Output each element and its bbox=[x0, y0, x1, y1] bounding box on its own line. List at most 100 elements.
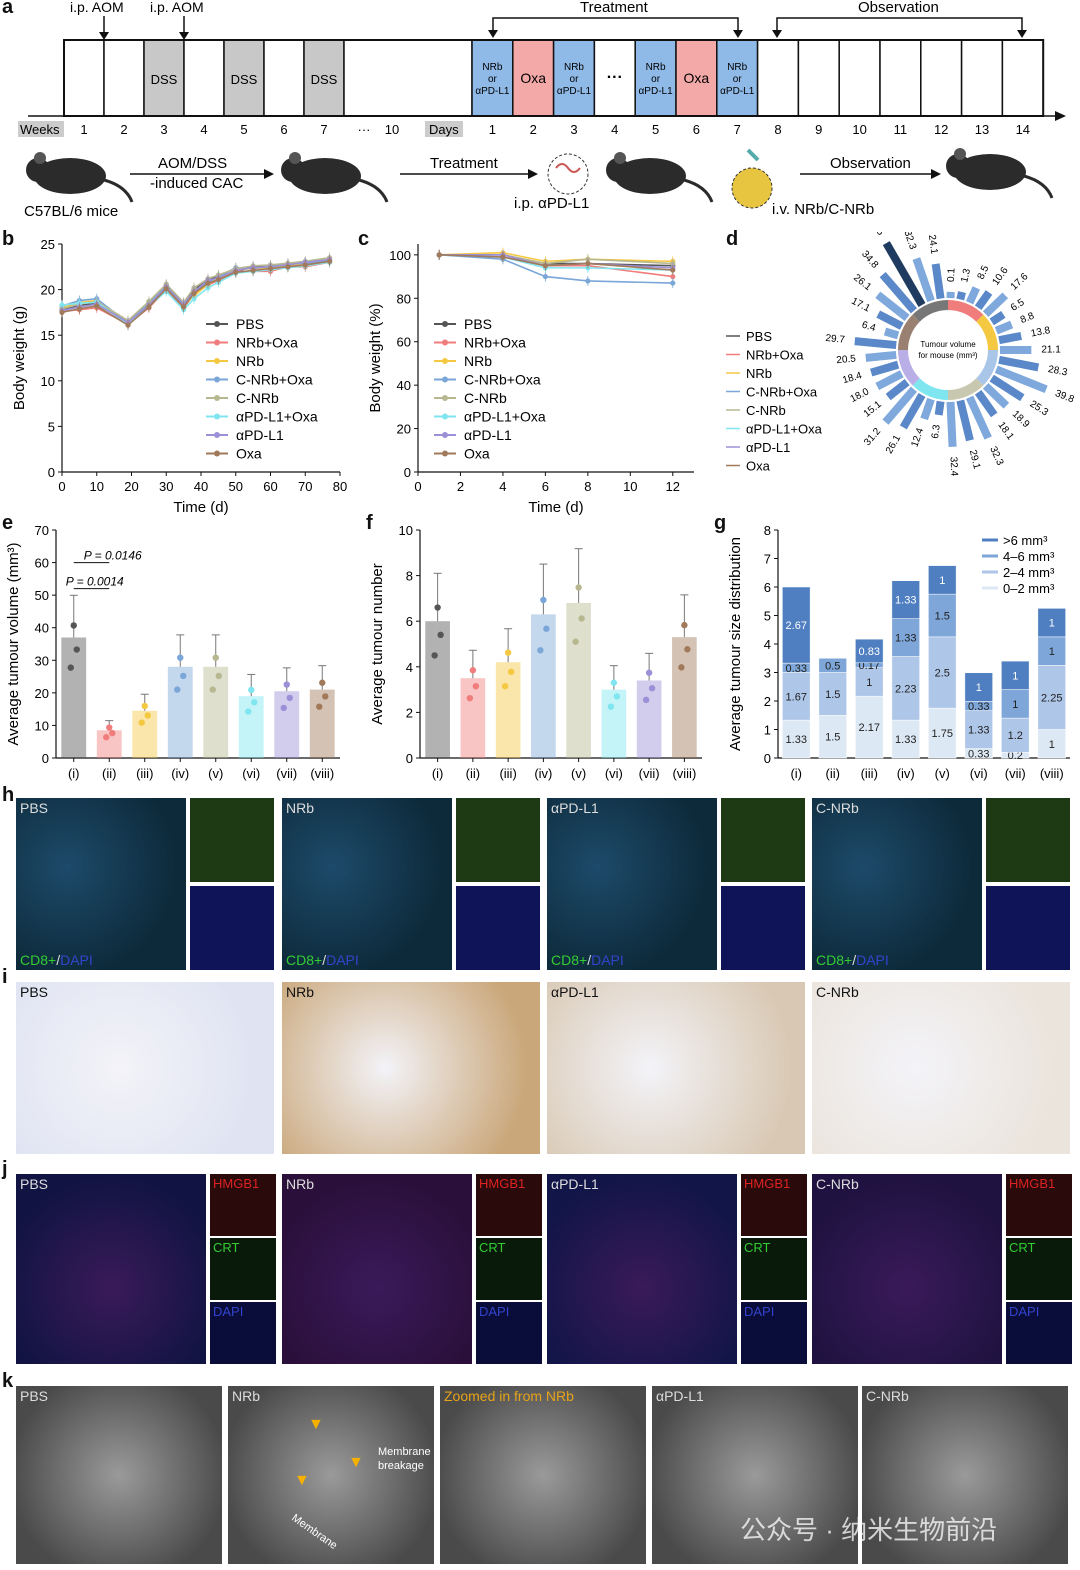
x-tick-label: (i) bbox=[68, 766, 80, 781]
y-tick-label: 2 bbox=[764, 694, 771, 709]
segment-label: 2.17 bbox=[859, 722, 880, 734]
legend-marker bbox=[214, 321, 220, 327]
channel-image: DAPI bbox=[1006, 1302, 1072, 1364]
legend-label: C-NRb bbox=[746, 403, 786, 418]
dots-text: ··· bbox=[607, 69, 623, 86]
radial-label: 8.8 bbox=[1019, 310, 1036, 326]
stacked-segment bbox=[1037, 608, 1066, 638]
x-tick-label: (vi) bbox=[970, 766, 988, 781]
bar bbox=[274, 691, 300, 758]
replicate-dot bbox=[209, 686, 216, 693]
x-axis-label: Time (d) bbox=[528, 499, 583, 516]
y-tick-label: 15 bbox=[41, 328, 55, 343]
replicate-dot bbox=[283, 681, 290, 688]
image-tag: C-NRb bbox=[816, 984, 859, 1000]
replicate-dot bbox=[507, 668, 515, 676]
x-tick-label: 80 bbox=[333, 479, 347, 494]
segment-label: 1.67 bbox=[786, 691, 807, 703]
radial-label: 17.6 bbox=[1009, 271, 1031, 293]
radial-bar bbox=[956, 399, 974, 442]
legend-marker bbox=[214, 432, 220, 438]
image-tag: αPD-L1 bbox=[656, 1388, 704, 1404]
y-tick-label: 10 bbox=[399, 523, 413, 538]
data-point bbox=[302, 262, 308, 268]
y-tick-label: 20 bbox=[41, 283, 55, 298]
radial-bar bbox=[974, 290, 993, 310]
cd8-channel-image bbox=[721, 798, 805, 882]
stacked-segment bbox=[855, 695, 884, 759]
data-point bbox=[670, 273, 676, 280]
stacked-segment bbox=[928, 565, 957, 595]
week-tick: 6 bbox=[280, 122, 287, 137]
segment-label: 1 bbox=[1049, 739, 1055, 751]
dss-label: DSS bbox=[231, 72, 258, 87]
data-point bbox=[163, 286, 169, 292]
segment-label: 1 bbox=[1012, 699, 1018, 711]
segment-label: 1.2 bbox=[1008, 730, 1023, 742]
radial-bar bbox=[899, 393, 926, 430]
image-tag: C-NRb bbox=[866, 1388, 909, 1404]
day-cell bbox=[1001, 39, 1044, 117]
stacked-segment bbox=[891, 719, 920, 759]
channel-tag: HMGB1 bbox=[1009, 1176, 1056, 1191]
legend-marker bbox=[442, 376, 448, 383]
segment-label: 1 bbox=[866, 677, 872, 689]
segment-label: 2.67 bbox=[786, 620, 807, 632]
radial-label: 32.3 bbox=[987, 445, 1005, 468]
x-tick-label: 12 bbox=[666, 479, 680, 494]
radial-label: 54.5 bbox=[867, 232, 886, 238]
legend-label: αPD-L1 bbox=[746, 440, 790, 455]
segment-label: 1 bbox=[976, 682, 982, 694]
radial-bar bbox=[882, 241, 926, 307]
data-point bbox=[205, 280, 211, 286]
hmgb1-crt-merged-image: αPD-L1 bbox=[547, 1174, 737, 1364]
x-tick-label: (iii) bbox=[136, 766, 153, 781]
center-label: Tumour volume bbox=[920, 340, 976, 349]
legend-label: NRb+Oxa bbox=[464, 335, 526, 351]
aom2-label: i.p. AOM bbox=[150, 0, 204, 15]
y-tick-label: 6 bbox=[764, 580, 771, 595]
legend-label: 0–2 mm³ bbox=[1003, 581, 1055, 596]
radial-label: 21.1 bbox=[1041, 345, 1061, 356]
annotation-label: Membrane bbox=[378, 1446, 431, 1458]
y-tick-label: 30 bbox=[35, 653, 49, 668]
cd8-channel-image bbox=[986, 798, 1070, 882]
stacked-segment bbox=[1001, 689, 1030, 719]
series-line bbox=[61, 256, 330, 322]
channel-image: CRT bbox=[210, 1238, 276, 1300]
x-tick-label: (i) bbox=[790, 766, 802, 781]
y-tick-label: 5 bbox=[48, 419, 55, 434]
nrb-cell-text: or bbox=[570, 74, 580, 85]
x-tick-label: (v) bbox=[571, 766, 586, 781]
x-tick-label: 0 bbox=[58, 479, 65, 494]
group-arc bbox=[898, 314, 920, 350]
aom1-label: i.p. AOM bbox=[70, 0, 124, 15]
day-cell bbox=[797, 39, 840, 117]
radial-label: 26.1 bbox=[884, 433, 903, 456]
replicate-dot bbox=[322, 693, 329, 700]
bar bbox=[636, 680, 662, 758]
legend-label: αPD-L1+Oxa bbox=[236, 409, 318, 425]
iv-label: i.v. NRb/C-NRb bbox=[772, 201, 874, 218]
day-tick: 11 bbox=[894, 122, 908, 137]
dss-label: DSS bbox=[151, 72, 178, 87]
data-point bbox=[181, 304, 187, 310]
channel-image: DAPI bbox=[210, 1302, 276, 1364]
legend-label: C-NRb+Oxa bbox=[746, 385, 818, 400]
radial-bar bbox=[934, 400, 945, 416]
stacked-segment bbox=[891, 618, 920, 657]
x-tick-label: 40 bbox=[194, 479, 208, 494]
image-tag: NRb bbox=[286, 984, 315, 1000]
y-axis-label: Average tumour number bbox=[369, 563, 386, 724]
bar bbox=[167, 666, 193, 758]
legend-marker bbox=[442, 432, 448, 438]
radial-label: 6.5 bbox=[1009, 297, 1027, 314]
ihc-image: C-NRb bbox=[812, 982, 1070, 1154]
dapi-channel-image bbox=[190, 886, 274, 970]
y-tick-label: 8 bbox=[406, 569, 413, 584]
replicate-dot bbox=[67, 664, 74, 671]
panel-label-i: i bbox=[2, 966, 8, 988]
group-arc bbox=[976, 314, 998, 350]
data-point bbox=[76, 306, 82, 312]
arrow1-bottom: -induced CAC bbox=[150, 175, 244, 192]
